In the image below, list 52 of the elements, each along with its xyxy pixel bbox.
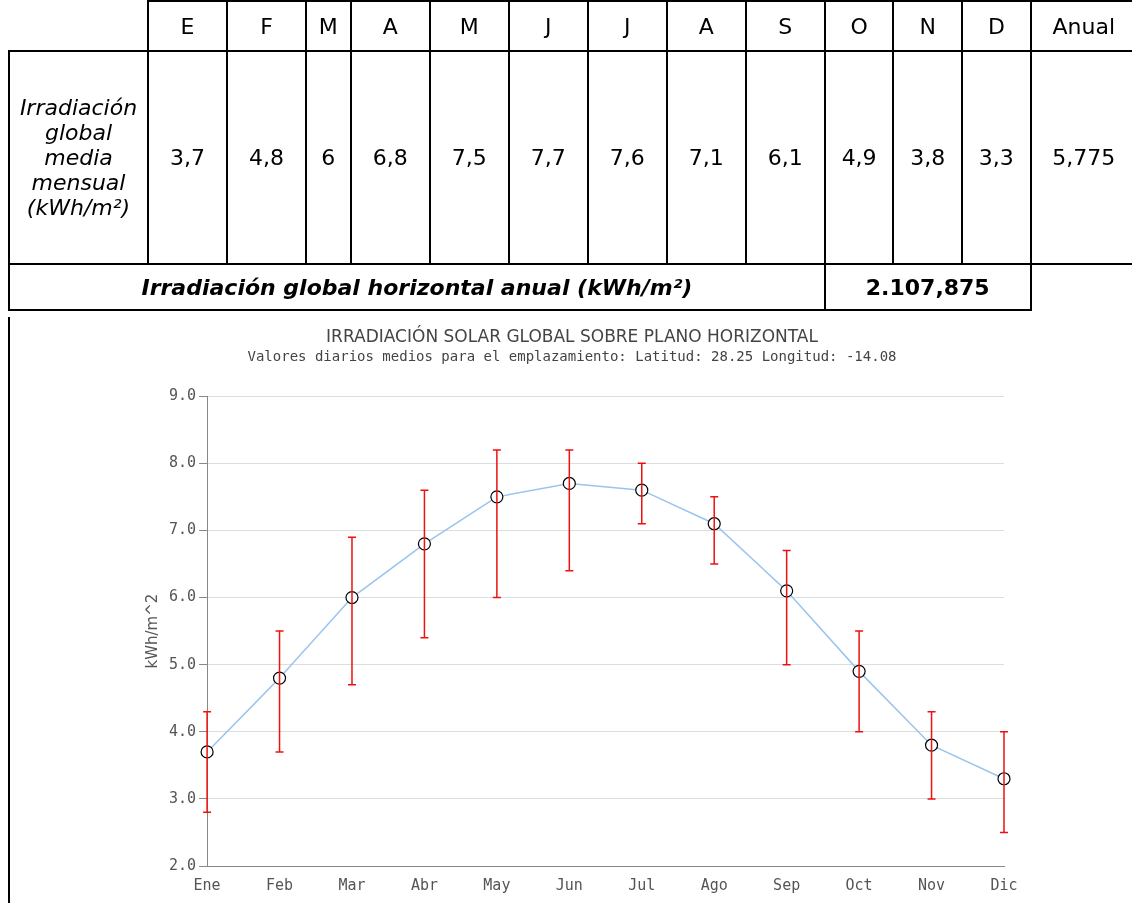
y-tick-label: 8.0: [169, 453, 197, 472]
x-tick-label: May: [483, 875, 511, 894]
text: F: [226, 1, 306, 51]
x-tick-label: Ene: [193, 875, 221, 894]
data-label: 3,8: [893, 51, 963, 264]
x-tick-label: Abr: [410, 875, 438, 894]
data-label: 7,7: [508, 51, 588, 264]
data-label: 6,8: [350, 51, 430, 264]
x-tick-label: Dic: [990, 875, 1018, 894]
y-tick-label: 7.0: [169, 520, 197, 539]
y-axis-title: kWh/m^2: [142, 593, 161, 669]
text: J: [587, 1, 667, 51]
x-tick-label: Sep: [773, 875, 801, 894]
y-tick-label: 2.0: [169, 855, 197, 874]
text: 5,775: [1030, 51, 1132, 264]
data-label: 3,3: [962, 51, 1031, 264]
x-tick-label: Mar: [338, 875, 366, 894]
text: Anual: [1030, 1, 1132, 51]
text: N: [893, 1, 963, 51]
text: J: [508, 1, 588, 51]
text: 2.107,875: [824, 264, 1031, 310]
data-label: 3,7: [148, 51, 227, 264]
chart-subtitle: Valores diarios medios para el emplazamiento: Latitud: 28.25 Longitud: -14.08: [247, 348, 897, 365]
text: E: [148, 1, 227, 51]
x-tick-label: Jul: [628, 875, 656, 894]
x-tick-label: Oct: [845, 875, 873, 894]
x-tick-label: Nov: [918, 875, 946, 894]
y-tick-label: 5.0: [169, 654, 197, 673]
text: M: [305, 1, 351, 51]
text: S: [745, 1, 825, 51]
data-label: 6,1: [745, 51, 825, 264]
text: D: [962, 1, 1031, 51]
y-tick-label: 9.0: [169, 386, 197, 405]
data-label: 6: [305, 51, 351, 264]
data-label: 7,5: [429, 51, 509, 264]
text: Irradiación global horizontal anual (kWh/m²): [9, 264, 825, 310]
data-label: 7,1: [666, 51, 746, 264]
y-tick-label: 3.0: [169, 788, 197, 807]
x-tick-label: Ago: [700, 875, 728, 894]
text: O: [824, 1, 894, 51]
data-label: 4,9: [824, 51, 894, 264]
y-tick-label: 6.0: [169, 587, 197, 606]
text: M: [429, 1, 509, 51]
text: Irradiación global media mensual (kWh/m²): [9, 51, 148, 264]
x-tick-label: Feb: [265, 875, 294, 894]
y-tick-label: 4.0: [169, 721, 197, 740]
text: A: [666, 1, 746, 51]
text: A: [350, 1, 430, 51]
data-label: 4,8: [226, 51, 306, 264]
x-tick-label: Jun: [555, 875, 583, 894]
chart-title: IRRADIACIÓN SOLAR GLOBAL SOBRE PLANO HORIZONTAL: [326, 324, 819, 346]
data-label: 7,6: [587, 51, 667, 264]
